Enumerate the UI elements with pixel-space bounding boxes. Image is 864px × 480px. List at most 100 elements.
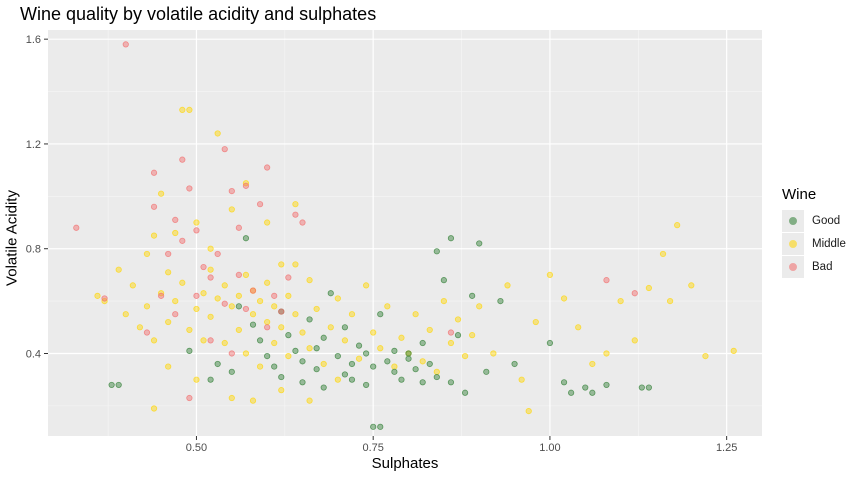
point-middle [327,324,334,331]
point-bad [207,274,214,281]
point-good [454,332,462,339]
point-bad [143,329,151,336]
point-bad [186,394,193,402]
point-good [313,345,320,352]
point-good [447,235,455,242]
point-good [568,389,575,396]
y-tick-label: 1.6 [26,34,41,46]
x-axis-label: Sulphates [371,455,439,472]
y-tick-label: 0.4 [26,348,41,360]
point-bad [278,308,285,315]
point-middle [341,337,349,344]
point-middle [271,339,278,347]
point-middle [200,290,207,297]
legend-label-good: Good [812,214,841,227]
point-middle [165,363,172,370]
point-middle [214,295,221,302]
point-middle [532,318,539,326]
point-bad [214,250,221,258]
point-good [426,360,433,368]
point-bad [249,287,257,294]
point-bad [447,329,455,336]
point-middle [525,408,532,415]
point-good [320,334,327,341]
point-middle [617,298,624,305]
point-good [433,373,440,381]
point-good [363,350,370,357]
point-middle [242,350,250,357]
point-middle [129,282,136,289]
point-good [447,379,455,386]
legend-swatch-good [789,216,797,225]
point-middle [150,232,158,239]
point-good [645,384,652,391]
point-middle [666,298,674,305]
point-middle [589,360,596,368]
series-bad [73,41,638,402]
point-bad [122,41,129,48]
point-good [589,389,596,396]
point-middle [306,277,313,284]
point-bad [221,146,228,153]
plot-panel [48,30,762,436]
point-bad [165,250,172,258]
minor-gridlines [48,30,762,436]
legend-key-good [782,209,804,232]
point-middle [433,368,440,375]
point-middle [256,363,264,370]
point-good [405,350,412,357]
point-middle [398,334,405,341]
data-points [73,41,737,430]
point-bad [631,290,638,297]
point-good [214,360,221,368]
point-middle [256,298,264,305]
point-bad [235,271,242,279]
legend-title: Wine [782,186,817,203]
point-bad [264,324,271,331]
point-good [341,324,349,331]
point-middle [292,261,299,268]
point-middle [94,292,101,299]
point-middle [200,337,207,344]
point-middle [285,292,292,299]
legend-key-middle [782,232,804,255]
point-bad [101,295,108,302]
legend-item-middle: Middle [782,232,846,255]
point-middle [136,324,144,331]
point-good [256,337,264,344]
point-good [327,290,334,297]
point-good [235,303,242,310]
point-good [313,366,320,373]
point-good [377,311,384,318]
point-good [469,292,476,299]
point-middle [504,282,511,289]
point-middle [391,363,398,370]
point-good [108,381,115,389]
point-middle [264,318,271,326]
point-middle [278,261,285,268]
x-tick-label: 1.00 [539,442,560,454]
point-bad [242,305,250,313]
point-middle [469,332,476,339]
point-bad [285,274,292,281]
point-middle [179,279,186,286]
point-middle [228,303,235,310]
point-good [461,389,469,396]
point-good [582,384,589,391]
point-good [334,353,341,360]
point-bad [150,203,158,210]
point-middle [249,397,257,404]
point-bad [228,350,235,357]
series-good [108,235,652,430]
point-good [341,371,349,378]
point-good [384,358,391,365]
point-bad [179,237,186,244]
point-middle [688,282,695,289]
point-middle [730,347,737,354]
point-middle [320,360,327,368]
point-middle [150,337,158,344]
point-middle [165,318,172,326]
y-tick-label: 1.2 [26,139,41,151]
point-middle [560,295,568,302]
